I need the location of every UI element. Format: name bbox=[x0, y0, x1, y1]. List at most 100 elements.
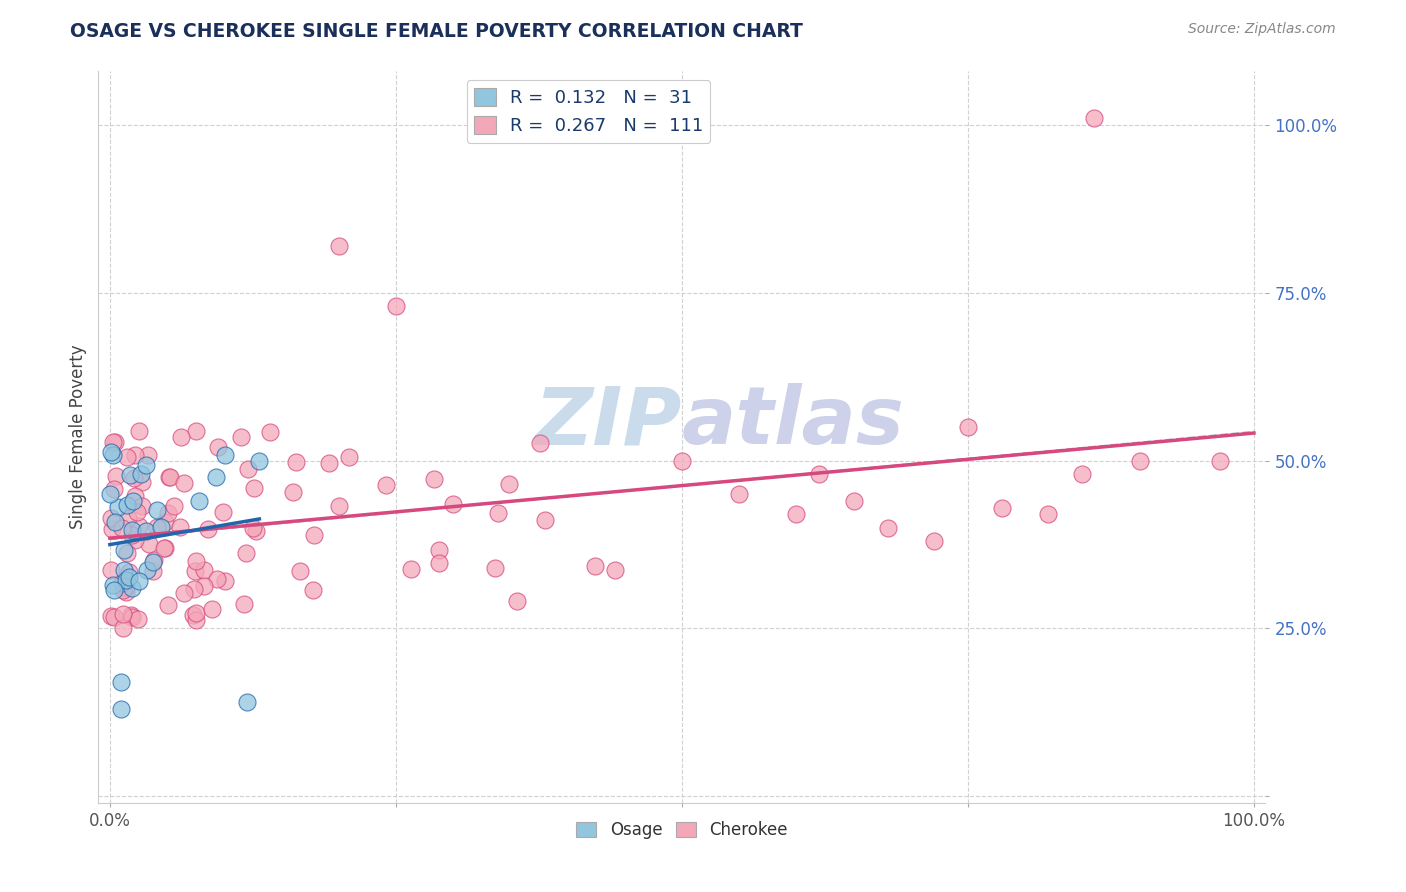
Point bbox=[131, 475, 153, 490]
Point bbox=[163, 499, 186, 513]
Point bbox=[107, 500, 129, 515]
Point bbox=[141, 555, 163, 569]
Point bbox=[1071, 467, 1094, 481]
Point bbox=[1036, 508, 1059, 522]
Point bbox=[184, 554, 207, 568]
Point bbox=[242, 481, 264, 495]
Text: OSAGE VS CHEROKEE SINGLE FEMALE POVERTY CORRELATION CHART: OSAGE VS CHEROKEE SINGLE FEMALE POVERTY … bbox=[70, 22, 803, 41]
Point bbox=[385, 299, 408, 313]
Point bbox=[427, 542, 450, 557]
Point bbox=[188, 494, 211, 508]
Point bbox=[131, 499, 153, 513]
Point bbox=[118, 570, 141, 584]
Point bbox=[214, 448, 236, 462]
Point bbox=[183, 582, 205, 596]
Point bbox=[111, 575, 134, 590]
Point bbox=[922, 534, 945, 549]
Point bbox=[169, 520, 191, 534]
Text: Source: ZipAtlas.com: Source: ZipAtlas.com bbox=[1188, 22, 1336, 37]
Point bbox=[103, 610, 125, 624]
Point bbox=[181, 607, 204, 622]
Point bbox=[302, 582, 325, 597]
Point bbox=[115, 450, 138, 464]
Point bbox=[534, 513, 557, 527]
Point bbox=[173, 586, 195, 600]
Point bbox=[98, 487, 121, 501]
Point bbox=[115, 574, 138, 588]
Point bbox=[128, 518, 150, 533]
Point bbox=[173, 476, 195, 491]
Point bbox=[153, 515, 176, 529]
Point bbox=[235, 546, 257, 560]
Point bbox=[111, 582, 134, 597]
Point bbox=[125, 505, 148, 519]
Point bbox=[284, 455, 307, 469]
Point bbox=[103, 582, 125, 597]
Point bbox=[100, 609, 122, 624]
Point bbox=[328, 239, 350, 253]
Point bbox=[114, 580, 136, 594]
Point bbox=[138, 537, 160, 551]
Point bbox=[115, 546, 138, 560]
Point bbox=[101, 434, 124, 449]
Point bbox=[785, 508, 807, 522]
Point bbox=[427, 556, 450, 570]
Point bbox=[100, 445, 122, 459]
Point bbox=[1128, 453, 1150, 467]
Point bbox=[498, 476, 520, 491]
Point bbox=[143, 553, 166, 567]
Point bbox=[193, 563, 215, 577]
Text: ZIP: ZIP bbox=[534, 384, 682, 461]
Point bbox=[876, 521, 898, 535]
Point bbox=[101, 523, 124, 537]
Y-axis label: Single Female Poverty: Single Female Poverty bbox=[69, 345, 87, 529]
Point bbox=[506, 593, 529, 607]
Point bbox=[170, 430, 193, 444]
Point bbox=[129, 467, 152, 481]
Point bbox=[104, 435, 127, 450]
Point bbox=[145, 503, 167, 517]
Point bbox=[423, 472, 446, 486]
Point bbox=[728, 487, 751, 501]
Point bbox=[484, 561, 506, 575]
Point bbox=[956, 420, 979, 434]
Point bbox=[186, 613, 208, 627]
Point bbox=[104, 515, 127, 529]
Point bbox=[184, 564, 207, 578]
Point bbox=[159, 470, 181, 484]
Point bbox=[120, 607, 142, 622]
Point bbox=[118, 565, 141, 579]
Point bbox=[121, 523, 143, 537]
Point bbox=[135, 458, 157, 472]
Point bbox=[236, 695, 259, 709]
Point bbox=[401, 562, 423, 576]
Point bbox=[212, 505, 235, 519]
Point bbox=[583, 558, 606, 573]
Point bbox=[200, 602, 222, 616]
Point bbox=[124, 489, 146, 503]
Point bbox=[122, 471, 145, 485]
Point bbox=[112, 542, 135, 557]
Point bbox=[842, 493, 865, 508]
Point bbox=[184, 424, 207, 438]
Point bbox=[156, 506, 179, 520]
Point bbox=[808, 467, 831, 481]
Point bbox=[529, 436, 551, 450]
Point bbox=[103, 482, 125, 496]
Point bbox=[281, 485, 304, 500]
Point bbox=[328, 499, 350, 513]
Point bbox=[156, 599, 179, 613]
Point bbox=[486, 506, 509, 520]
Point bbox=[259, 425, 281, 439]
Point bbox=[193, 579, 215, 593]
Point bbox=[100, 511, 122, 525]
Point bbox=[124, 533, 146, 548]
Point bbox=[153, 541, 176, 556]
Point bbox=[117, 511, 139, 525]
Point bbox=[135, 524, 157, 539]
Point bbox=[232, 598, 254, 612]
Point bbox=[128, 574, 150, 588]
Point bbox=[214, 574, 236, 588]
Point bbox=[103, 448, 125, 462]
Point bbox=[149, 520, 172, 534]
